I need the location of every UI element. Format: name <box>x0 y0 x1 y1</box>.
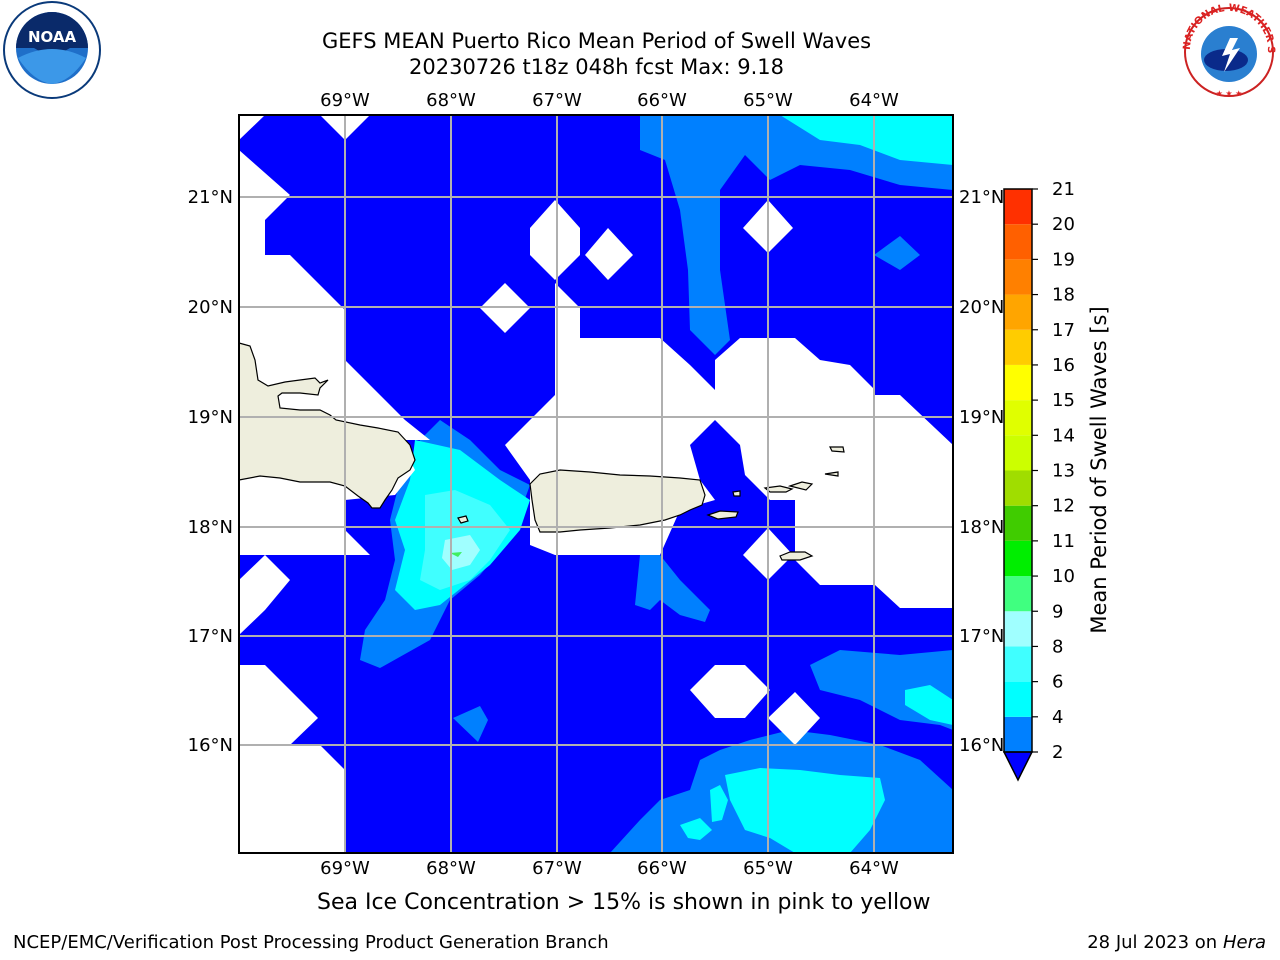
mona-island <box>457 515 469 524</box>
virgin-islands-5 <box>732 490 741 497</box>
lat-label: 21°N <box>959 187 1004 208</box>
colorbar-tick-label: 15 <box>1052 390 1075 411</box>
lat-label: 16°N <box>959 735 1004 756</box>
colorbar-tick-label: 11 <box>1052 531 1075 552</box>
map-frame <box>238 114 954 854</box>
lat-label: 18°N <box>959 517 1004 538</box>
lat-labels-left: 21°N 20°N 19°N 18°N 17°N 16°N <box>188 187 233 756</box>
colorbar-label: Mean Period of Swell Waves [s] <box>1087 306 1111 633</box>
colorbar-segment <box>1004 470 1032 506</box>
lon-label: 69°W <box>320 858 370 879</box>
colorbar-segment <box>1004 435 1032 471</box>
lon-label: 68°W <box>426 90 476 111</box>
colorbar-segment <box>1004 716 1032 752</box>
colorbar-tick-label: 10 <box>1052 566 1075 587</box>
colorbar-tick-label: 19 <box>1052 249 1075 270</box>
lon-label: 64°W <box>849 858 899 879</box>
colorbar-segment <box>1004 189 1032 225</box>
colorbar-segment <box>1004 329 1032 365</box>
colorbar-tick-label: 9 <box>1052 601 1063 622</box>
sea-ice-caption: Sea Ice Concentration > 15% is shown in … <box>317 890 931 915</box>
lon-label: 68°W <box>426 858 476 879</box>
lon-label: 66°W <box>637 90 687 111</box>
colorbar-tick-label: 6 <box>1052 672 1063 693</box>
map-subtitle: 20230726 t18z 048h fcst Max: 9.18 <box>409 55 784 79</box>
colorbar-segment <box>1004 681 1032 717</box>
colorbar-segment <box>1004 259 1032 295</box>
colorbar-tick-label: 8 <box>1052 636 1063 657</box>
lat-label: 18°N <box>188 517 233 538</box>
st-croix <box>779 551 814 561</box>
virgin-islands-4 <box>824 471 839 477</box>
lat-labels-right: 21°N 20°N 19°N 18°N 17°N 16°N <box>959 187 1004 756</box>
lat-label: 16°N <box>188 735 233 756</box>
hispaniola <box>238 342 416 509</box>
lon-labels-top: 69°W 68°W 67°W 66°W 65°W 64°W <box>320 90 899 111</box>
colorbar-extend-triangle <box>1002 751 1034 782</box>
noaa-logo: NOAA <box>0 0 104 100</box>
colorbar-tick-label: 17 <box>1052 320 1075 341</box>
colorbar-tick-label: 14 <box>1052 425 1075 446</box>
colorbar-tick-label: 20 <box>1052 214 1075 235</box>
colorbar-segment <box>1004 364 1032 401</box>
footer-host: Hera <box>1222 932 1266 953</box>
colorbar-tick-label: 16 <box>1052 355 1075 376</box>
colorbar-tick-label: 18 <box>1052 285 1075 306</box>
map-title: GEFS MEAN Puerto Rico Mean Period of Swe… <box>321 29 872 53</box>
footer-right: 28 Jul 2023 on Hera <box>1087 932 1266 953</box>
virgin-islands-2 <box>787 481 814 491</box>
lat-label: 19°N <box>959 407 1004 428</box>
colorbar-segment <box>1004 576 1032 612</box>
lon-label: 64°W <box>849 90 899 111</box>
map-area <box>238 114 954 854</box>
lat-label: 19°N <box>188 407 233 428</box>
lon-label: 66°W <box>637 858 687 879</box>
lon-labels-bottom: 69°W 68°W 67°W 66°W 65°W 64°W <box>320 858 899 879</box>
svg-text:★ ★ ★: ★ ★ ★ <box>1216 89 1243 98</box>
footer-date: 28 Jul 2023 on <box>1087 932 1223 953</box>
colorbar-tick-label: 12 <box>1052 496 1075 517</box>
colorbar-segment <box>1004 400 1032 436</box>
lon-label: 67°W <box>532 90 582 111</box>
graticule <box>239 115 953 853</box>
colorbar-segment <box>1004 224 1032 260</box>
lon-label: 65°W <box>743 90 793 111</box>
svg-text:NOAA: NOAA <box>28 28 77 46</box>
lat-label: 20°N <box>959 297 1004 318</box>
lon-label: 69°W <box>320 90 370 111</box>
virgin-islands-3 <box>829 446 845 453</box>
colorbar-segment <box>1004 611 1032 647</box>
lat-label: 17°N <box>959 626 1004 647</box>
colorbar-segment <box>1004 505 1032 541</box>
colorbar-tick-label: 4 <box>1052 707 1063 728</box>
footer-left: NCEP/EMC/Verification Post Processing Pr… <box>13 932 609 953</box>
lon-label: 67°W <box>532 858 582 879</box>
colorbar: 2 4 6 8 9 10 11 12 13 14 15 16 17 18 19 20 21 <box>1002 179 1075 782</box>
colorbar-tick-label: 13 <box>1052 461 1075 482</box>
vieques <box>706 510 739 520</box>
colorbar-segment <box>1004 540 1032 577</box>
lat-label: 21°N <box>188 187 233 208</box>
swell-max-spot <box>450 552 462 557</box>
colorbar-tick-label: 21 <box>1052 179 1075 200</box>
colorbar-tick-label: 2 <box>1052 742 1063 763</box>
lon-label: 65°W <box>743 858 793 879</box>
lat-label: 17°N <box>188 626 233 647</box>
colorbar-segment <box>1004 294 1032 330</box>
lat-label: 20°N <box>188 297 233 318</box>
colorbar-segment <box>1004 646 1032 682</box>
nws-logo: NATIONAL WEATHER SERVICE ★ ★ ★ <box>1174 0 1280 100</box>
virgin-islands-1 <box>763 485 794 493</box>
